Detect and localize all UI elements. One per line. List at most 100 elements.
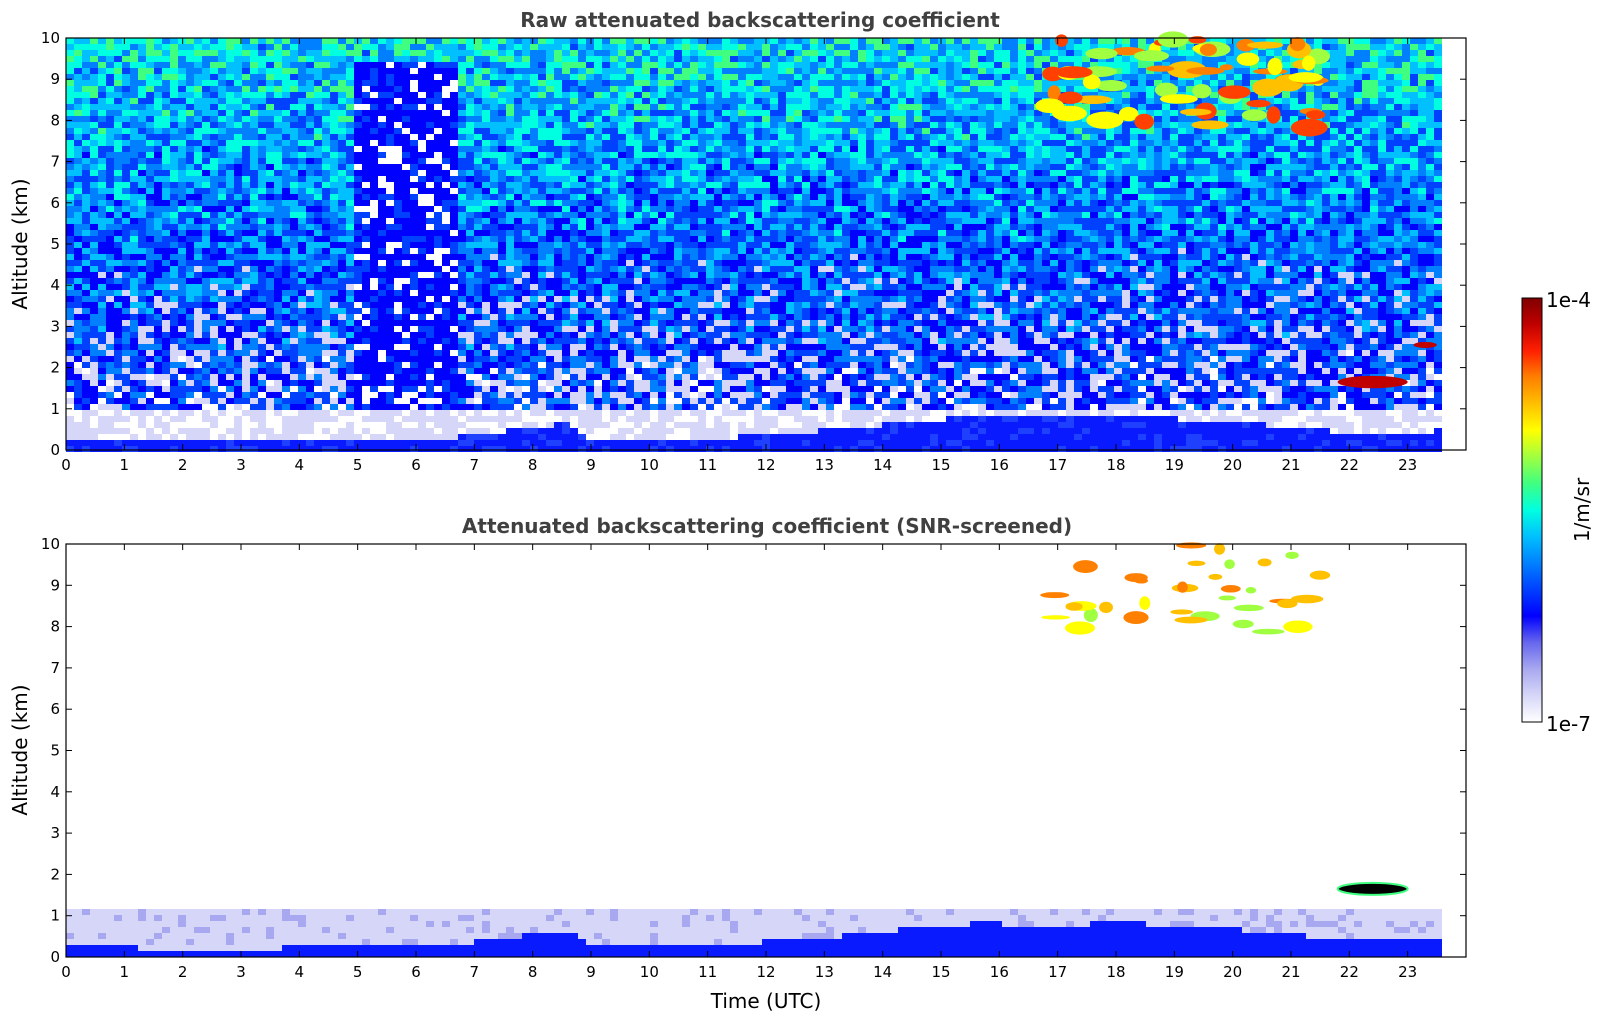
raw-cell: [370, 56, 378, 62]
raw-cell: [186, 134, 194, 140]
raw-cell: [258, 308, 266, 314]
raw-cell: [618, 218, 626, 224]
raw-cell: [610, 284, 618, 290]
raw-cell: [562, 38, 570, 44]
raw-cell: [266, 410, 274, 416]
raw-cell: [402, 38, 410, 44]
raw-cell: [586, 422, 594, 428]
raw-cell: [442, 74, 450, 80]
raw-cell: [82, 272, 90, 278]
raw-cell: [514, 236, 522, 242]
raw-cell: [258, 230, 266, 236]
raw-cell: [330, 164, 338, 170]
raw-cell: [522, 140, 530, 146]
raw-cell: [418, 308, 426, 314]
raw-cell: [482, 212, 490, 218]
raw-cell: [562, 308, 570, 314]
raw-cell: [266, 236, 274, 242]
raw-cell: [546, 362, 554, 368]
raw-cell: [226, 104, 234, 110]
raw-cell: [418, 362, 426, 368]
raw-cell: [66, 434, 74, 440]
raw-cell: [218, 200, 226, 206]
raw-cell: [562, 284, 570, 290]
raw-cell: [106, 440, 114, 446]
raw-cell: [82, 200, 90, 206]
raw-cell: [562, 224, 570, 230]
raw-cell: [506, 374, 514, 380]
raw-cell: [514, 200, 522, 206]
raw-cell: [242, 296, 250, 302]
raw-cell: [330, 188, 338, 194]
raw-cell: [162, 302, 170, 308]
raw-cell: [202, 284, 210, 290]
raw-cell: [242, 356, 250, 362]
raw-cell: [586, 296, 594, 302]
raw-cell: [154, 356, 162, 362]
raw-cell: [98, 320, 106, 326]
raw-cell: [506, 428, 514, 434]
raw-cell: [522, 314, 530, 320]
raw-cell: [570, 212, 578, 218]
raw-cell: [554, 374, 562, 380]
raw-cell: [290, 128, 298, 134]
raw-cell: [506, 152, 514, 158]
raw-cell: [66, 128, 74, 134]
raw-cell: [482, 80, 490, 86]
raw-cell: [642, 158, 650, 164]
raw-cell: [434, 434, 442, 440]
raw-cell: [186, 122, 194, 128]
raw-cell: [506, 140, 514, 146]
raw-cell: [322, 260, 330, 266]
raw-cell: [378, 134, 386, 140]
raw-cell: [554, 152, 562, 158]
raw-cell: [314, 398, 322, 404]
raw-cell: [490, 416, 498, 422]
raw-cell: [434, 356, 442, 362]
raw-cell: [258, 74, 266, 80]
raw-cell: [466, 182, 474, 188]
raw-cell: [490, 230, 498, 236]
raw-cell: [146, 338, 154, 344]
raw-cell: [194, 116, 202, 122]
raw-cell: [74, 224, 82, 230]
raw-cell: [402, 404, 410, 410]
raw-cell: [250, 62, 258, 68]
raw-cell: [306, 338, 314, 344]
raw-cell: [562, 434, 570, 440]
raw-cell: [138, 266, 146, 272]
raw-cell: [450, 272, 458, 278]
raw-cell: [314, 374, 322, 380]
raw-cell: [250, 176, 258, 182]
raw-cell: [530, 194, 538, 200]
raw-cell: [282, 272, 290, 278]
raw-cell: [370, 398, 378, 404]
raw-cell: [458, 152, 466, 158]
raw-cell: [210, 290, 218, 296]
raw-cell: [106, 140, 114, 146]
raw-cell: [410, 356, 418, 362]
raw-cell: [74, 446, 82, 452]
raw-cell: [210, 434, 218, 440]
raw-cell: [394, 152, 402, 158]
raw-cell: [538, 296, 546, 302]
raw-cell: [626, 362, 634, 368]
raw-cell: [354, 86, 362, 92]
raw-cell: [602, 122, 610, 128]
raw-cell: [514, 38, 522, 44]
raw-cell: [546, 44, 554, 50]
raw-cell: [202, 128, 210, 134]
raw-cell: [394, 212, 402, 218]
raw-cell: [130, 404, 138, 410]
raw-cell: [362, 194, 370, 200]
raw-cell: [266, 446, 274, 452]
raw-cell: [610, 260, 618, 266]
raw-cell: [226, 128, 234, 134]
raw-cell: [434, 338, 442, 344]
raw-cell: [482, 152, 490, 158]
raw-cell: [602, 92, 610, 98]
raw-cell: [298, 50, 306, 56]
raw-cell: [74, 410, 82, 416]
raw-cell: [434, 284, 442, 290]
raw-cell: [594, 134, 602, 140]
